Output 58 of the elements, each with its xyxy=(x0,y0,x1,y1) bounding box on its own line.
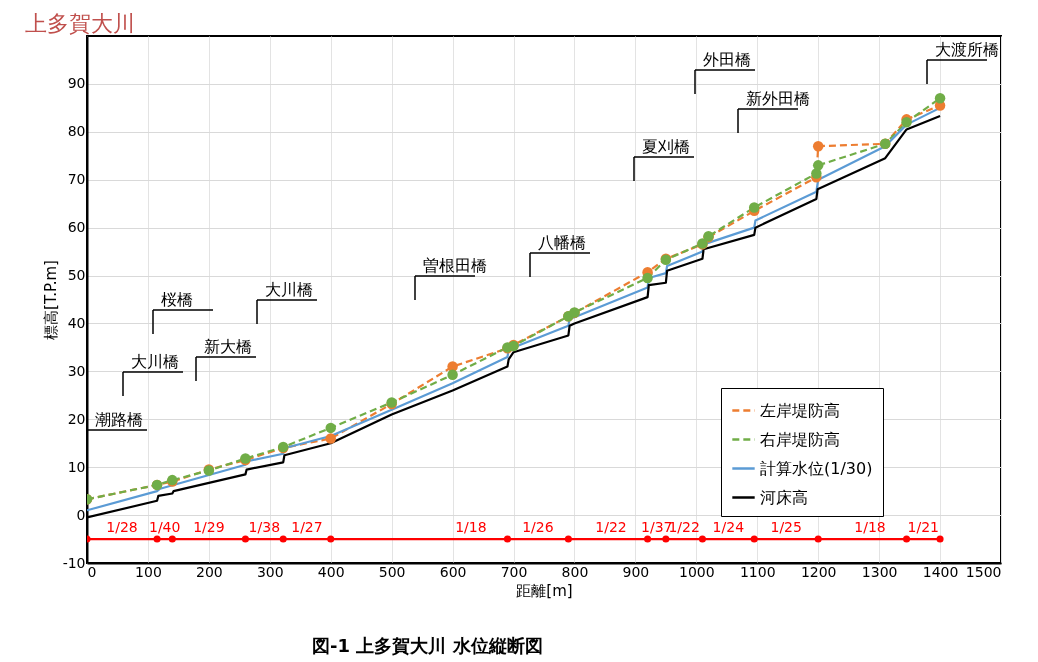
x-tick-label: 1000 xyxy=(679,563,715,580)
annotation: 大渡所橋 xyxy=(935,40,999,59)
annotation: 曽根田橋 xyxy=(423,256,487,275)
y-tick-label: 30 xyxy=(67,362,86,379)
y-tick-label: 70 xyxy=(67,171,86,188)
data-label: 1/21 xyxy=(907,519,940,536)
data-label: 1/28 xyxy=(106,519,138,536)
y-tick-label: 60 xyxy=(67,219,86,236)
y-tick-label: 50 xyxy=(67,267,86,284)
x-tick-label: 300 xyxy=(256,563,284,580)
data-label: 1/38 xyxy=(248,519,281,536)
y-axis-title: 標高[T.P.m] xyxy=(41,260,60,340)
x-tick-label: 0 xyxy=(87,563,97,580)
y-tick-label: 10 xyxy=(67,458,86,475)
data-label: 1/27 xyxy=(291,519,323,536)
annotation: 新大橋 xyxy=(204,337,252,356)
text: 図-1 上多賀大川 水位縦断図 xyxy=(312,635,543,656)
x-tick-label: 500 xyxy=(378,563,406,580)
y-tick-label: 20 xyxy=(67,410,86,427)
y-tick-label: 0 xyxy=(76,506,86,523)
annotation: 潮路橋 xyxy=(95,410,143,429)
y-tick-label: 80 xyxy=(67,123,86,140)
data-label: 1/25 xyxy=(770,519,802,536)
annotation: 大川橋 xyxy=(131,352,179,371)
x-tick-label: 400 xyxy=(317,563,345,580)
x-tick-label: 1500 xyxy=(965,563,1002,580)
x-tick-label: 100 xyxy=(135,563,162,580)
annotation: 大川橋 xyxy=(265,280,313,299)
x-tick-label: 600 xyxy=(439,563,467,580)
data-label: 1/18 xyxy=(854,519,886,536)
chart-title: 上多賀大川 xyxy=(25,11,135,36)
annotation: 新外田橋 xyxy=(746,89,810,108)
legend-label: 河床高 xyxy=(760,487,808,507)
annotation: 八幡橋 xyxy=(538,233,586,252)
x-tick-label: 800 xyxy=(561,563,589,580)
x-tick-label: 1200 xyxy=(800,563,837,580)
x-tick-label: 1300 xyxy=(861,563,898,580)
x-axis-title: 距離[m] xyxy=(516,581,573,600)
annotation: 桜橋 xyxy=(161,290,193,309)
x-tick-label: 700 xyxy=(500,563,528,580)
legend-label: 左岸堤防高 xyxy=(760,400,840,420)
x-tick-label: 1400 xyxy=(922,563,959,580)
x-tick-label: 200 xyxy=(196,563,223,580)
data-label: 1/40 xyxy=(148,519,181,536)
data-label: 1/26 xyxy=(522,519,554,536)
annotation: 夏刈橋 xyxy=(642,137,690,156)
y-tick-label: 40 xyxy=(67,314,86,331)
legend-label: 右岸堤防高 xyxy=(760,429,840,449)
data-label: 1/22 xyxy=(595,519,627,536)
data-label: 1/18 xyxy=(455,519,487,536)
data-label: 1/24 xyxy=(712,519,745,536)
x-tick-label: 1100 xyxy=(739,563,776,580)
legend-label: 計算水位(1/30) xyxy=(760,458,873,478)
data-label: 1/29 xyxy=(193,519,225,536)
annotation: 外田橋 xyxy=(703,50,751,69)
y-tick-label: -10 xyxy=(62,554,86,571)
y-tick-label: 90 xyxy=(67,75,86,92)
x-tick-label: 900 xyxy=(622,563,650,580)
